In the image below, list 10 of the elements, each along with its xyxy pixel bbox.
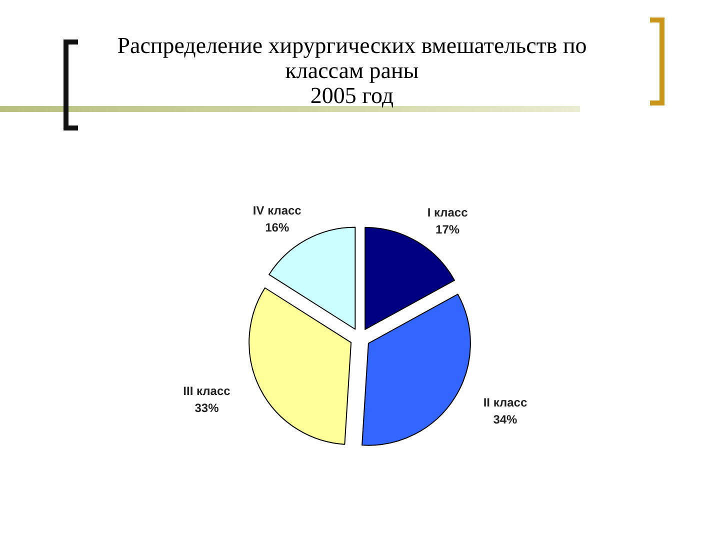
data-label: 34% — [493, 412, 518, 426]
slice-label: I класс — [427, 205, 468, 220]
slice-label: III класс — [183, 384, 231, 398]
slice-label: IV класс — [252, 203, 302, 218]
data-label: 33% — [194, 401, 220, 416]
chart-subtitle: 2005 год — [310, 83, 394, 108]
chart-title: Распределение хирургических вмешательств по классам раны — [117, 33, 587, 83]
slice-label: II класс — [483, 395, 528, 410]
data-label: 17% — [436, 222, 460, 236]
data-label: 16% — [265, 220, 290, 234]
